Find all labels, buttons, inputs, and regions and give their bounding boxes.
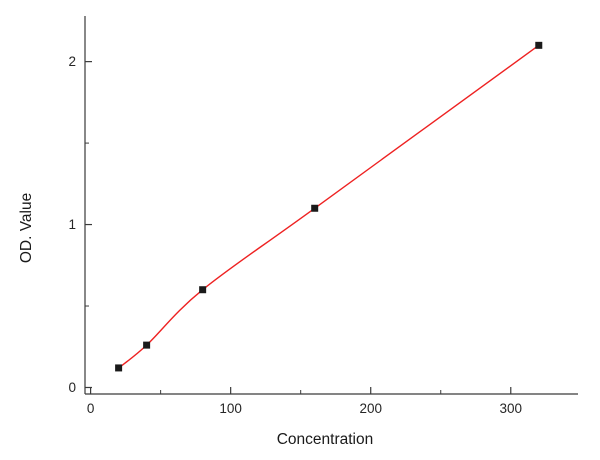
x-tick-label: 200 bbox=[359, 401, 382, 416]
fit-curve bbox=[118, 44, 540, 369]
y-tick-label: 1 bbox=[68, 217, 76, 232]
y-tick-label: 2 bbox=[68, 54, 76, 69]
y-tick-label: 0 bbox=[68, 380, 76, 395]
y-axis-title: OD. Value bbox=[18, 193, 35, 263]
x-axis-title: Concentration bbox=[277, 431, 374, 448]
data-point-marker bbox=[535, 41, 543, 49]
data-point-marker bbox=[311, 204, 319, 212]
data-point-marker bbox=[143, 341, 151, 349]
x-tick-label: 0 bbox=[87, 401, 95, 416]
data-point-marker bbox=[115, 364, 123, 372]
x-tick-label: 100 bbox=[219, 401, 242, 416]
plot-layer: 0 100 200 300 0 1 2 bbox=[68, 16, 578, 416]
x-tick-label: 300 bbox=[500, 401, 523, 416]
data-point-marker bbox=[199, 286, 207, 294]
